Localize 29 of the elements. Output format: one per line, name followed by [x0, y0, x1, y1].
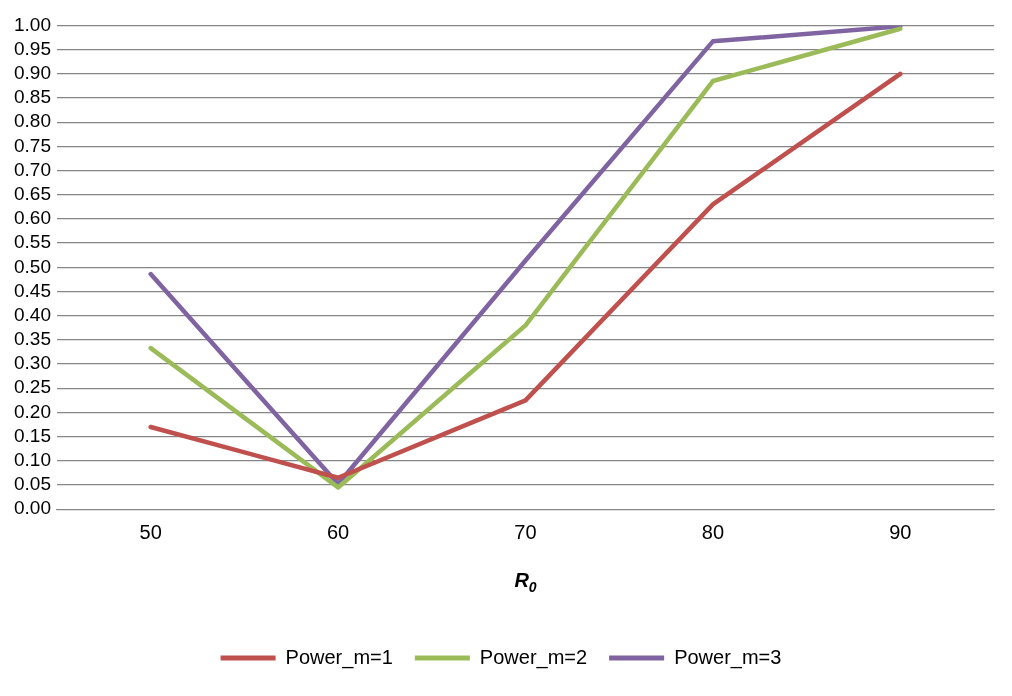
y-tick-label: 0.95	[14, 37, 51, 59]
y-tick-label: 0.10	[14, 449, 51, 471]
x-tick-label: 60	[326, 520, 350, 543]
x-tick-label: 70	[514, 520, 537, 543]
y-tick-label: 0.85	[14, 86, 51, 108]
y-tick-label: 0.65	[14, 182, 51, 204]
x-tick-label: 50	[139, 520, 162, 543]
y-tick-label: 0.75	[14, 134, 51, 156]
y-tick-label: 0.50	[14, 255, 51, 277]
y-tick-label: 0.60	[14, 207, 51, 229]
y-tick-label: 0.15	[14, 424, 51, 446]
y-tick-label: 0.80	[14, 110, 51, 132]
y-tick-label: 0.35	[14, 328, 51, 350]
y-tick-label: 0.70	[14, 158, 51, 180]
y-tick-label: 0.30	[14, 352, 51, 374]
legend-label: Power_m=3	[674, 645, 782, 669]
legend-label: Power_m=2	[479, 645, 588, 669]
legend-label: Power_m=1	[285, 645, 393, 669]
y-tick-label: 0.40	[14, 303, 51, 325]
y-tick-label: 0.20	[14, 400, 51, 422]
y-tick-label: 0.90	[14, 62, 51, 84]
x-tick-label: 80	[701, 520, 725, 543]
y-tick-label: 0.05	[14, 473, 51, 495]
y-tick-label: 0.00	[14, 497, 51, 519]
y-tick-label: 1.00	[14, 13, 51, 35]
y-tick-label: 0.55	[14, 231, 51, 253]
x-tick-label: 90	[889, 520, 912, 543]
y-tick-label: 0.45	[14, 279, 51, 301]
y-tick-label: 0.25	[14, 376, 51, 398]
